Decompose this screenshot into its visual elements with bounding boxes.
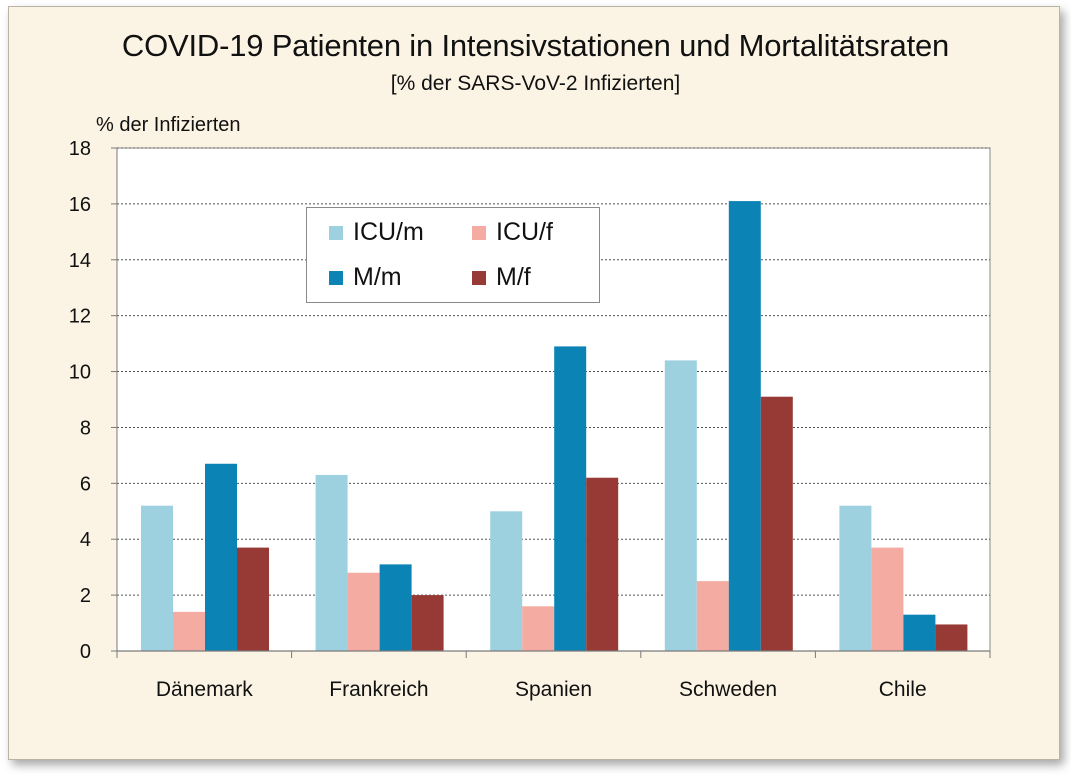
bar (760, 396, 793, 651)
legend-swatch (472, 270, 486, 285)
legend-item: M/f (472, 263, 531, 292)
legend-swatch (472, 225, 486, 240)
y-tick-label: 0 (80, 641, 91, 663)
bar (522, 606, 555, 651)
bar (935, 624, 968, 651)
legend: ICU/m ICU/f M/m M/f (306, 207, 600, 303)
legend-label: ICU/f (496, 218, 553, 246)
category-label: Schweden (679, 678, 777, 701)
bar (411, 595, 444, 651)
bar (173, 611, 205, 651)
chart-subtitle: [% der SARS-VoV-2 Infizierten] (390, 72, 681, 95)
bar (141, 505, 173, 651)
legend-swatch (329, 225, 343, 240)
category-labels: Dänemark Frankreich Spanien Schweden Chile (156, 678, 927, 701)
bar (871, 547, 904, 651)
axes (111, 147, 991, 658)
y-tick-label: 12 (69, 306, 91, 328)
bar (490, 511, 523, 651)
bar (586, 477, 619, 651)
y-tick-label: 8 (80, 417, 91, 439)
category-label: Dänemark (156, 678, 253, 701)
bar (664, 360, 697, 651)
legend-item: ICU/m (329, 218, 424, 247)
category-label: Spanien (515, 678, 592, 701)
category-label: Chile (879, 678, 927, 701)
bar (728, 201, 761, 651)
y-tick-label: 4 (80, 529, 91, 551)
legend-label: M/m (353, 263, 402, 291)
bar (554, 346, 587, 651)
bar (696, 581, 729, 651)
y-tick-label: 16 (69, 194, 91, 216)
bar (205, 463, 237, 651)
legend-item: M/m (329, 263, 402, 292)
y-tick-label: 6 (80, 473, 91, 495)
y-tick-label: 18 (69, 138, 91, 160)
y-tick-label: 2 (80, 585, 91, 607)
bar (237, 547, 269, 651)
category-label: Frankreich (329, 678, 428, 701)
legend-item: ICU/f (472, 218, 553, 247)
bar (315, 474, 348, 651)
y-tick-label: 14 (69, 250, 91, 272)
legend-label: ICU/m (353, 218, 424, 246)
bars (141, 201, 968, 651)
y-axis-label: % der Infizierten (96, 114, 241, 136)
legend-label: M/f (496, 263, 531, 291)
bar (903, 614, 936, 651)
bar (347, 572, 380, 651)
y-tick-labels: 0 2 4 6 8 10 12 14 16 18 (69, 138, 91, 663)
y-tick-label: 10 (69, 362, 91, 384)
legend-swatch (329, 270, 343, 285)
chart-title: COVID-19 Patienten in Intensivstationen … (121, 28, 950, 63)
bar (379, 564, 412, 651)
bar (839, 505, 872, 651)
